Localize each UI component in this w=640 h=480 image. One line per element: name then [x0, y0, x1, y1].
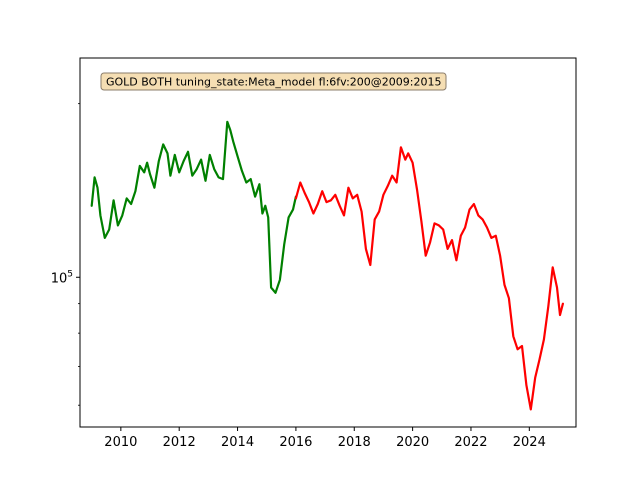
annotation-box: GOLD BOTH tuning_state:Meta_model fl:6fv… — [100, 72, 447, 91]
x-tick-label: 2020 — [396, 435, 429, 450]
series-layer — [90, 120, 565, 411]
y-tick-label: 105 — [51, 269, 73, 286]
annotation-background — [100, 72, 447, 91]
x-tick-label: 2012 — [163, 435, 196, 450]
x-tick-label: 2010 — [104, 435, 137, 450]
annotation-text: GOLD BOTH tuning_state:Meta_model fl:6fv… — [106, 76, 441, 89]
x-tick-label: 2024 — [513, 435, 546, 450]
series-line-2 — [294, 146, 565, 411]
x-tick-label: 2022 — [454, 435, 487, 450]
x-tick-label: 2018 — [338, 435, 371, 450]
plot-area — [80, 58, 576, 427]
series-line-1 — [90, 120, 297, 294]
plot-frame — [79, 57, 577, 428]
ticks-layer: 2010 2012 2014 2016 2018 2020 2022 2024 105 — [51, 103, 546, 450]
x-tick-label: 2016 — [279, 435, 312, 450]
x-tick-label: 2014 — [221, 435, 254, 450]
